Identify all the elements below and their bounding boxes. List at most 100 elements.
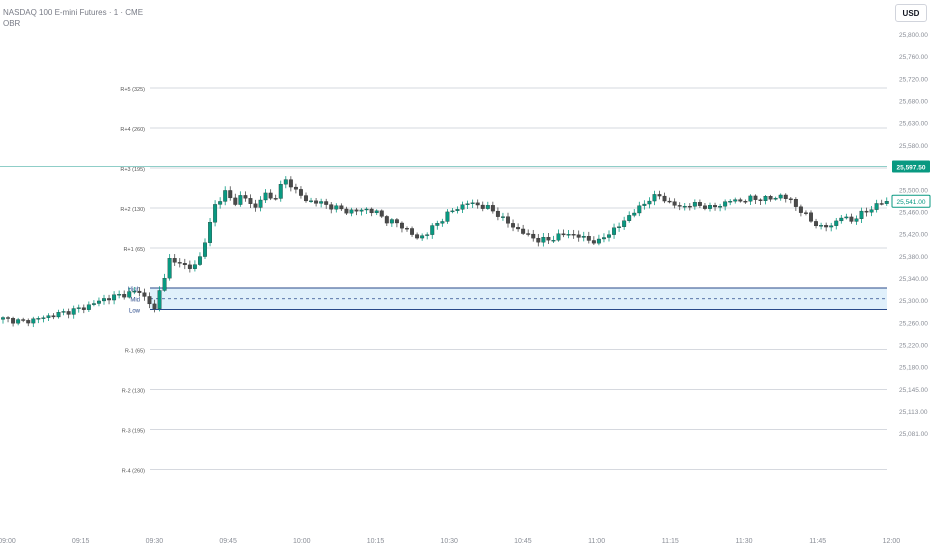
candle — [829, 222, 834, 232]
candle — [16, 317, 21, 326]
candle — [763, 194, 768, 205]
candle-body — [561, 233, 566, 236]
candle-body — [718, 206, 723, 208]
candle-body — [632, 212, 637, 216]
last-price-tag — [891, 194, 931, 208]
candle-body — [233, 197, 238, 205]
candle — [314, 197, 319, 207]
opening-range-low-label: Low — [129, 309, 141, 315]
candle — [642, 200, 647, 210]
candle-body — [662, 195, 667, 202]
candle-body — [450, 210, 455, 213]
candle — [879, 199, 884, 206]
candle-body — [490, 205, 495, 212]
candle-body — [733, 199, 738, 202]
candle — [273, 194, 278, 201]
candle — [586, 231, 591, 244]
currency-button[interactable]: USD — [895, 4, 927, 22]
candle — [546, 232, 551, 244]
candle-body — [21, 319, 26, 321]
candle — [824, 222, 829, 232]
candle-body — [485, 205, 490, 209]
candle — [1, 316, 5, 324]
candle-body — [167, 258, 172, 279]
candle — [738, 197, 743, 203]
candle-body — [127, 291, 132, 298]
candle — [682, 202, 687, 211]
candle-body — [91, 303, 96, 305]
candle — [516, 223, 521, 232]
candle — [319, 198, 324, 208]
candle — [511, 219, 515, 232]
candle — [218, 197, 223, 209]
candle-body — [405, 228, 409, 230]
price-axis-tick: 25,340.00 — [899, 276, 928, 283]
candle — [460, 201, 465, 214]
candle — [809, 210, 813, 223]
candle-body — [556, 233, 561, 241]
candle-body — [26, 320, 31, 324]
candle — [713, 202, 717, 211]
candle-body — [122, 294, 127, 298]
price-axis-tick: 25,081.00 — [899, 431, 928, 438]
time-axis-tick: 09:00 — [0, 538, 16, 545]
opening-range-mid-label: Mid — [130, 298, 140, 304]
time-axis-tick: 10:30 — [440, 538, 458, 545]
price-axis-tick: 25,500.00 — [899, 187, 928, 194]
candle-body — [834, 220, 839, 226]
candle-body — [208, 222, 212, 243]
candle — [778, 193, 783, 201]
candle — [576, 230, 581, 242]
candle-body — [415, 234, 420, 239]
candle-body — [819, 225, 824, 227]
price-axis-tick: 25,260.00 — [899, 320, 928, 327]
candle-body — [273, 198, 278, 200]
candle — [81, 304, 86, 314]
candle — [864, 207, 869, 217]
candle — [465, 200, 470, 209]
candle-body — [586, 236, 591, 241]
candle-body — [420, 235, 425, 239]
candle — [622, 216, 627, 230]
candle-body — [516, 227, 521, 230]
candle — [263, 189, 268, 203]
candle — [11, 316, 16, 327]
candle — [687, 203, 692, 211]
candle — [102, 294, 106, 305]
candle — [814, 218, 818, 229]
candle — [728, 199, 733, 206]
indicator-label[interactable]: OBR — [3, 19, 21, 28]
candle-body — [788, 198, 793, 200]
candle-body — [581, 236, 586, 238]
candle-body — [627, 215, 632, 221]
candle — [142, 288, 147, 301]
candle-body — [384, 216, 389, 224]
candle-body — [187, 264, 192, 269]
candle — [773, 196, 778, 201]
candle-body — [253, 203, 258, 208]
candle — [475, 199, 480, 209]
candle — [157, 286, 162, 312]
candle-body — [839, 217, 844, 222]
candle-body — [6, 317, 10, 319]
candle — [869, 206, 874, 217]
candle-body — [107, 298, 111, 301]
candle — [61, 308, 66, 316]
candle-body — [288, 179, 293, 188]
candle — [647, 197, 652, 209]
candle — [117, 290, 122, 299]
candle-body — [238, 195, 243, 205]
candle — [450, 208, 455, 214]
candle — [652, 190, 657, 206]
level-label: R-4 (260) — [122, 469, 145, 475]
candle-body — [647, 200, 652, 205]
candle — [339, 203, 344, 211]
candle-body — [399, 222, 404, 229]
candle-body — [349, 209, 354, 214]
candle-body — [708, 205, 712, 209]
candle — [708, 202, 712, 212]
candle — [844, 213, 849, 220]
candle-body — [339, 205, 344, 210]
candle — [258, 196, 263, 212]
